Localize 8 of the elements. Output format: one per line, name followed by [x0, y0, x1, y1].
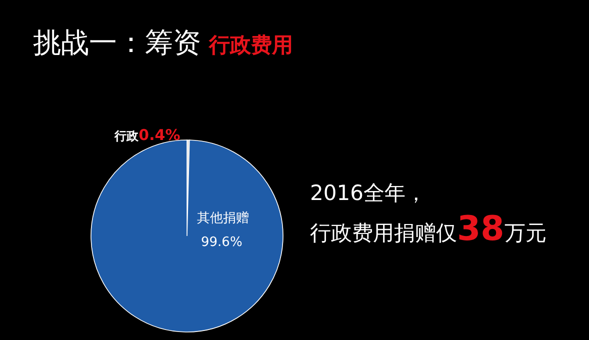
chart-title: 挑战一：筹资: [33, 26, 201, 59]
slice-label: 其他捐赠: [197, 211, 249, 226]
text: 2016全年，: [310, 181, 426, 205]
data-label: 99.6%: [201, 235, 242, 250]
text: 行政费用捐赠仅38万元: [310, 209, 546, 249]
data-label: 0.4%: [138, 126, 180, 144]
chart-subtitle: 行政费用: [208, 33, 293, 57]
slice-label: 行政: [114, 129, 140, 144]
